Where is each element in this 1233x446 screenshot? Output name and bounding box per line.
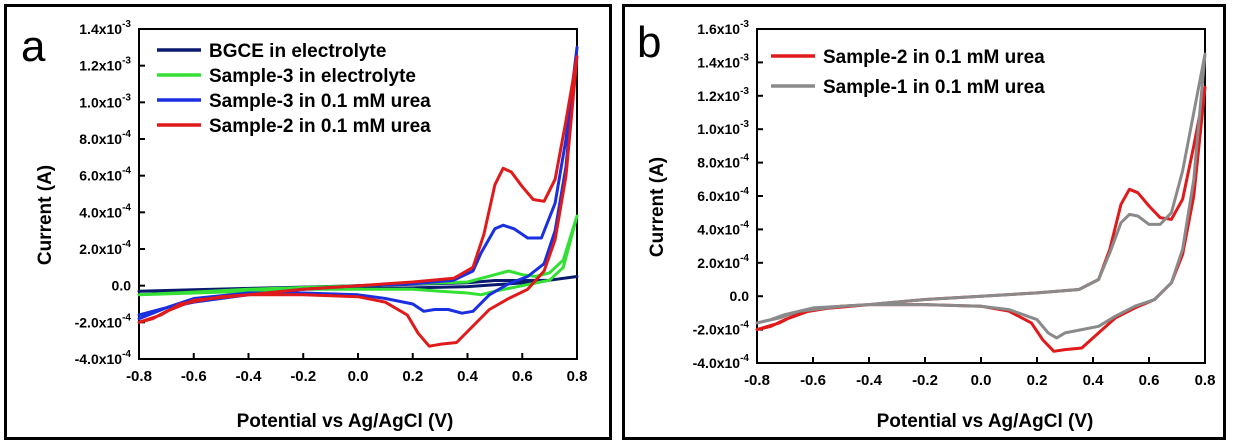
x-tick-label: 0.6 (1139, 372, 1160, 389)
x-axis-label-b: Potential vs Ag/AgCl (V) (877, 411, 1094, 432)
legend-label: Sample-1 in 0.1 mM urea (823, 77, 1045, 98)
series-line-b-2 (755, 52, 1207, 340)
y-tick-label: 1.2x10-3 (697, 86, 749, 104)
y-tick-label: 1.4x10-3 (697, 52, 749, 70)
legend-label: Sample-2 in 0.1 mM urea (209, 116, 431, 137)
y-tick-label: 1.2x10-3 (79, 56, 131, 74)
series-line-a-4 (137, 55, 579, 348)
y-tick-label: 6.0x10-4 (79, 166, 131, 184)
y-tick-label: 1.0x10-3 (697, 119, 749, 137)
y-tick-label: -2.0x10-4 (693, 320, 750, 338)
y-tick-label: 8.0x10-4 (697, 153, 749, 171)
x-tick-label: 0.0 (971, 372, 992, 389)
panel-letter-a: a (21, 22, 46, 71)
x-tick-label: -0.4 (856, 372, 883, 389)
legend-label: Sample-3 in electrolyte (209, 66, 416, 87)
y-tick-label: 1.4x10-3 (79, 19, 131, 37)
y-tick-label: 8.0x10-4 (79, 129, 131, 147)
x-tick-label: -0.2 (912, 372, 938, 389)
y-tick-label: -4.0x10-4 (693, 353, 750, 371)
y-tick-label: -4.0x10-4 (75, 349, 132, 367)
x-tick-label: 0.2 (1027, 372, 1048, 389)
x-tick-label: 0.8 (1195, 372, 1216, 389)
x-tick-label: 0.8 (567, 368, 588, 385)
x-tick-label: -0.8 (744, 372, 770, 389)
chart-a-svg: a Potential vs Ag/AgCl (V) Current (A) -… (21, 19, 588, 432)
y-tick-label: 2.0x10-4 (79, 239, 131, 257)
chart-b-svg: b Potential vs Ag/AgCl (V) Current (A) -… (637, 18, 1216, 432)
x-tick-label: 0.2 (402, 368, 423, 385)
chart-panel-b: b Potential vs Ag/AgCl (V) Current (A) -… (622, 4, 1226, 440)
y-tick-label: 4.0x10-4 (697, 219, 749, 237)
series-line-a-3 (137, 45, 579, 321)
y-axis-label-b: Current (A) (647, 157, 668, 257)
y-tick-label: 2.0x10-4 (697, 253, 749, 271)
legend-label: BGCE in electrolyte (209, 41, 386, 62)
x-tick-label: -0.8 (126, 368, 152, 385)
x-axis-label-a: Potential vs Ag/AgCl (V) (237, 411, 454, 432)
x-tick-label: -0.6 (800, 372, 826, 389)
x-tick-label: 0.6 (512, 368, 533, 385)
x-tick-label: 0.0 (348, 368, 369, 385)
x-tick-label: -0.4 (236, 368, 263, 385)
y-tick-label: 0.0 (730, 288, 750, 304)
y-tick-label: 0.0 (112, 278, 132, 294)
series-line-b-1 (755, 85, 1207, 353)
chart-panel-a: a Potential vs Ag/AgCl (V) Current (A) -… (4, 4, 612, 440)
y-tick-label: -2.0x10-4 (75, 312, 132, 330)
x-tick-label: 0.4 (457, 368, 479, 385)
legend-label: Sample-3 in 0.1 mM urea (209, 91, 431, 112)
y-tick-label: 4.0x10-4 (79, 202, 131, 220)
y-tick-label: 6.0x10-4 (697, 186, 749, 204)
legend-label: Sample-2 in 0.1 mM urea (823, 47, 1045, 68)
y-tick-label: 1.6x10-3 (697, 19, 749, 37)
x-tick-label: 0.4 (1083, 372, 1105, 389)
x-tick-label: -0.2 (290, 368, 316, 385)
x-tick-label: -0.6 (181, 368, 207, 385)
y-tick-label: 1.0x10-3 (79, 92, 131, 110)
y-axis-label-a: Current (A) (35, 165, 56, 265)
panel-letter-b: b (637, 18, 661, 67)
